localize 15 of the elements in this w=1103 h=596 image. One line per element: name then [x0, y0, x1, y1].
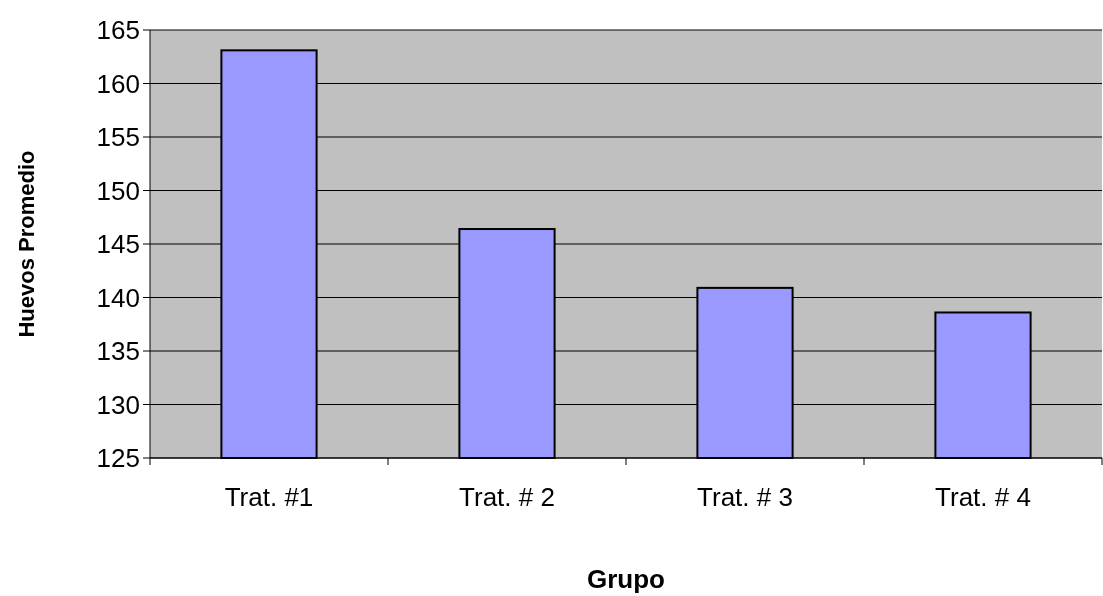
- y-tick-label: 155: [96, 122, 140, 153]
- y-tick-label: 135: [96, 336, 140, 367]
- y-tick-label: 140: [96, 282, 140, 313]
- x-tick-label: Trat. # 3: [697, 482, 793, 512]
- x-tick-label: Trat. #1: [224, 482, 314, 512]
- y-tick-label: 165: [96, 15, 140, 46]
- x-tick-label: Trat. # 2: [459, 482, 555, 512]
- y-tick-label: 145: [96, 229, 140, 260]
- x-axis-title: Grupo: [587, 564, 665, 594]
- y-tick-label: 125: [96, 443, 140, 474]
- y-tick-label: 130: [96, 389, 140, 420]
- x-tick-label: Trat. # 4: [935, 482, 1031, 512]
- y-axis-title: Huevos Promedio: [14, 150, 39, 338]
- y-tick-label: 160: [96, 68, 140, 99]
- y-tick-label: 150: [96, 175, 140, 206]
